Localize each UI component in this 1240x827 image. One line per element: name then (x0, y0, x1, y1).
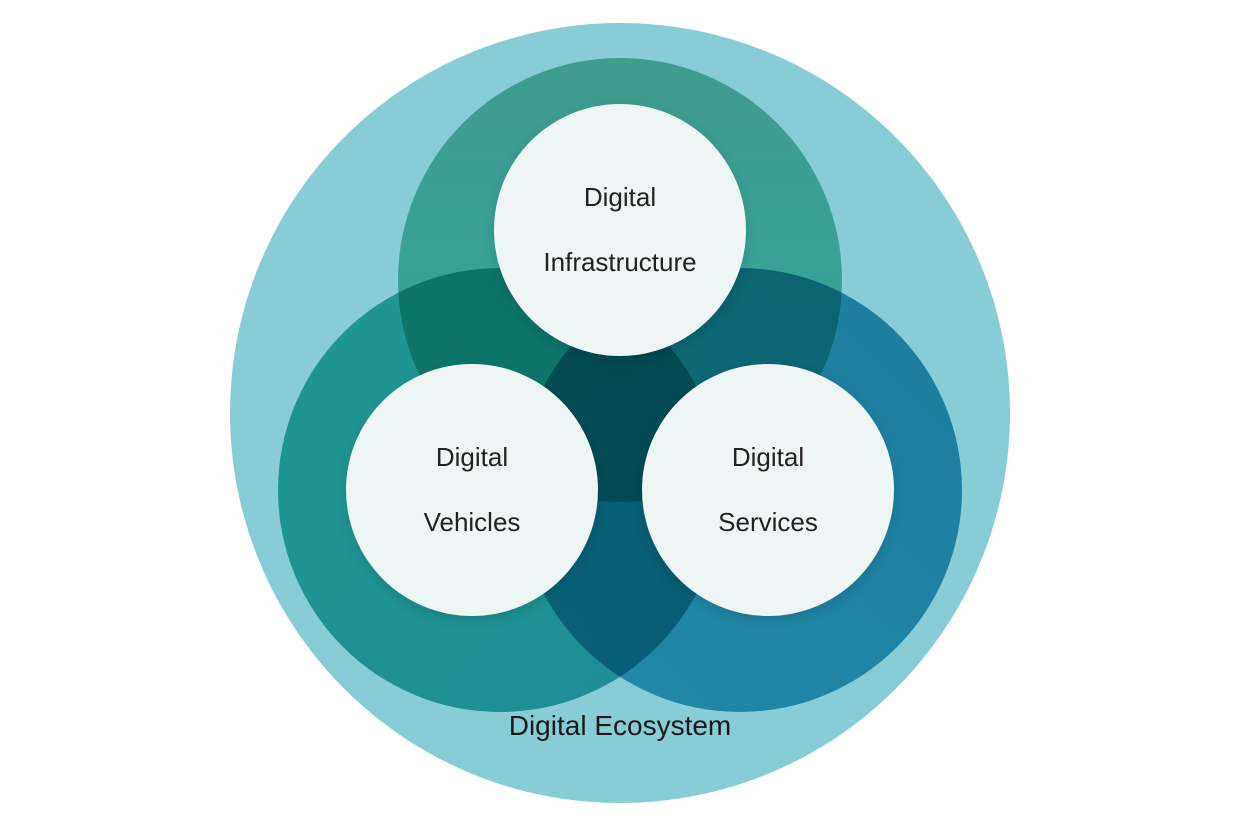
inner-label-services: Digital Services (718, 441, 818, 539)
diagram-stage: Digital Infrastructure Digital Vehicles … (0, 0, 1240, 827)
inner-label-vehicles: Digital Vehicles (424, 441, 521, 539)
outer-ecosystem-label: Digital Ecosystem (420, 710, 820, 742)
inner-circle-infrastructure: Digital Infrastructure (494, 104, 746, 356)
inner-label-infrastructure: Digital Infrastructure (543, 181, 696, 279)
inner-circle-vehicles: Digital Vehicles (346, 364, 598, 616)
inner-circle-services: Digital Services (642, 364, 894, 616)
